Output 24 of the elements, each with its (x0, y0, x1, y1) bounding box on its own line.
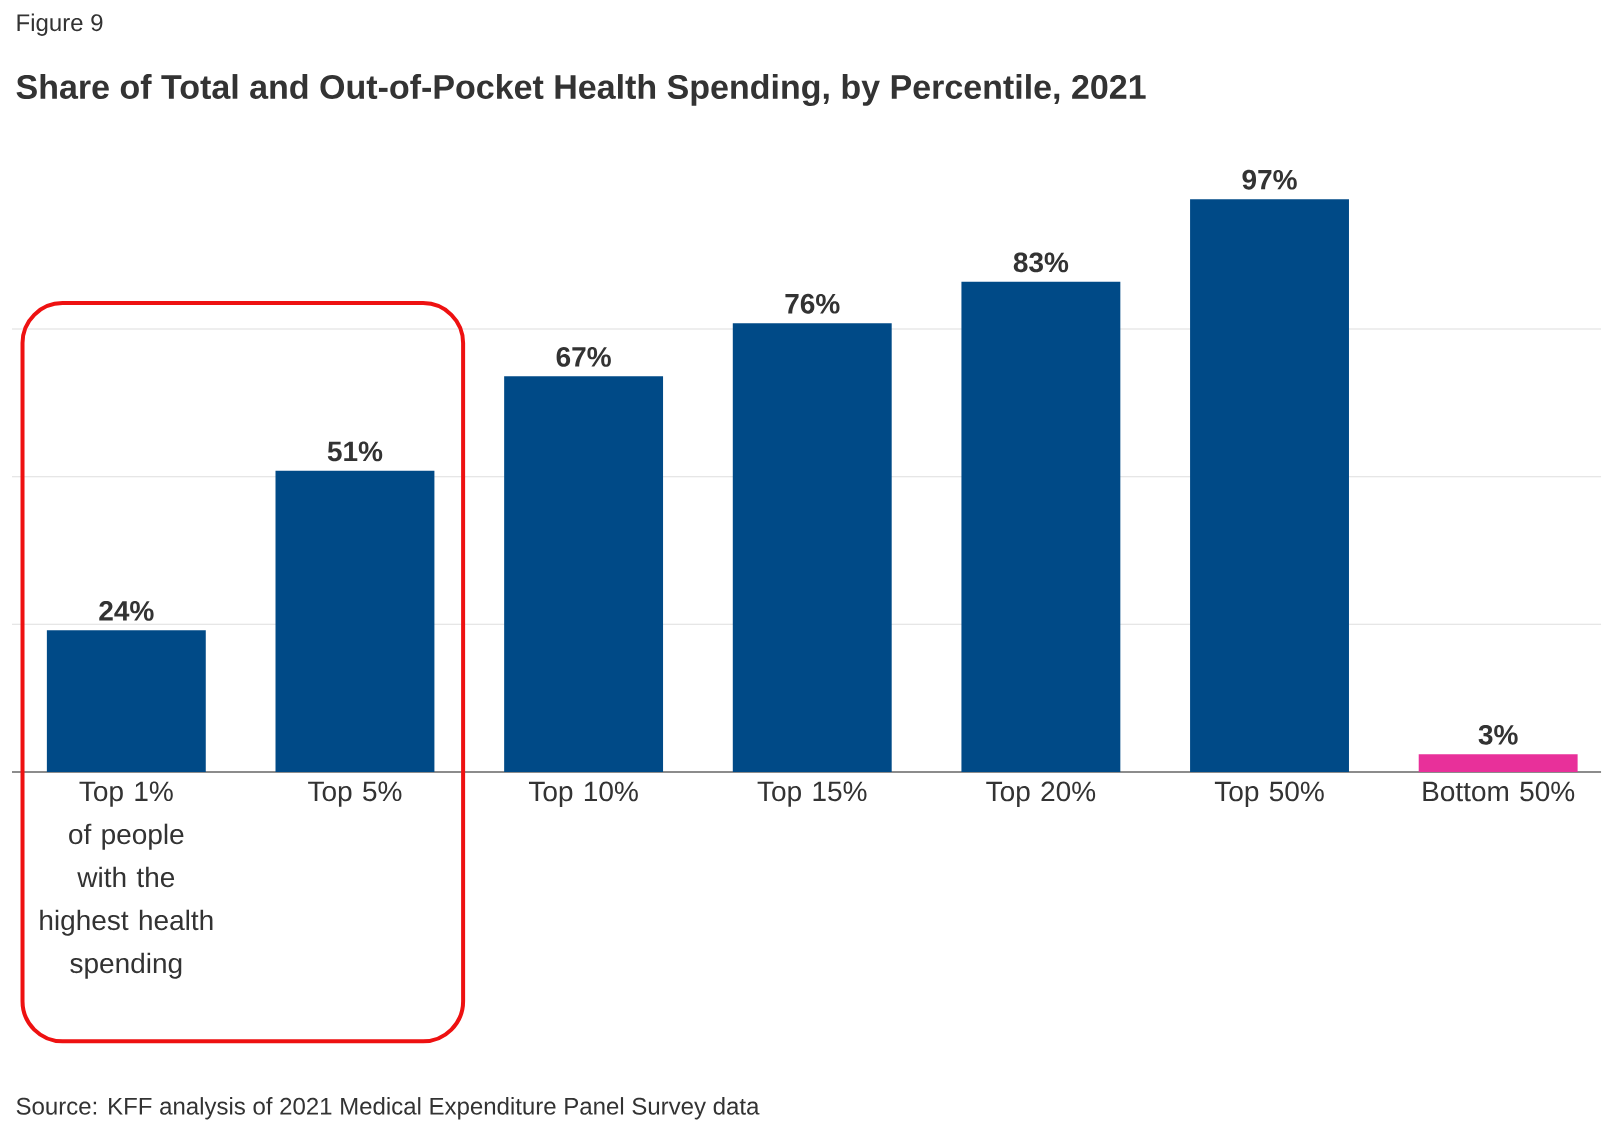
data-label: 51% (327, 441, 383, 462)
data-label: 76% (785, 293, 840, 314)
x-tick-label: Top 20% (986, 781, 1096, 807)
x-tick-label: Top 10% (528, 781, 638, 807)
x-tick-label: Top 5% (308, 781, 402, 807)
bar (504, 376, 664, 772)
source-note: Source: KFF analysis of 2021 Medical Expenditure Panel Survey data (16, 1097, 760, 1120)
data-label: 24% (99, 600, 154, 621)
bar (1418, 754, 1578, 772)
x-tick-label: Top 15% (757, 781, 867, 807)
bar (732, 323, 892, 772)
x-tick-label: Top 1% of people with the highest health spending (40, 781, 213, 979)
chart-title: Share of Total and Out-of-Pocket Health Spending, by Percentile, 2021 (16, 74, 1146, 106)
bar (275, 470, 435, 772)
data-label: 97% (1242, 169, 1297, 190)
x-tick-label: Top 50% (1214, 781, 1324, 807)
data-label: 3% (1478, 724, 1518, 745)
bar (1190, 199, 1349, 772)
x-tick-label: Bottom 50% (1423, 781, 1575, 802)
data-label: 67% (556, 346, 611, 367)
bar (961, 281, 1121, 772)
data-label: 83% (1013, 252, 1069, 273)
caption: Figure 9 (17, 13, 103, 36)
bar (46, 630, 206, 772)
